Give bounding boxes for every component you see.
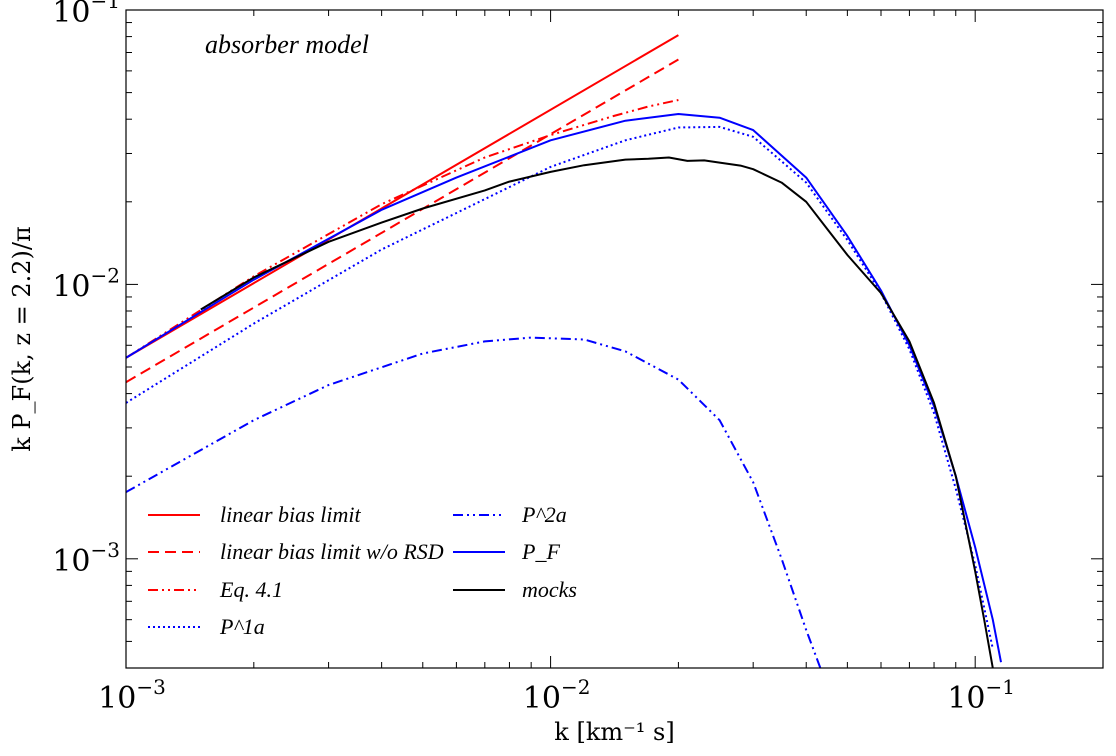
legend-label-6: mocks xyxy=(522,577,577,602)
x-tick-label: 10−1 xyxy=(947,675,1015,716)
plot-frame xyxy=(125,9,1104,669)
x-tick-label: 10−3 xyxy=(98,675,166,716)
series-line-2 xyxy=(126,99,679,359)
series-layer xyxy=(126,34,1002,668)
legend-label-3: P^1a xyxy=(219,614,265,639)
series-line-6 xyxy=(200,156,994,668)
ticks-layer: 10−3 10−2 10−1 10−3 10−2 10−1 xyxy=(52,0,1104,716)
legend-label-5: P_F xyxy=(521,539,560,564)
series-line-1 xyxy=(126,58,679,384)
y-axis-label: k P_F(k, z = 2.2)/π xyxy=(8,226,36,452)
legend-label-2: Eq. 4.1 xyxy=(219,577,283,602)
y-tick-label: 10−3 xyxy=(52,538,120,579)
chart-annotation: absorber model xyxy=(205,30,369,59)
x-tick-label: 10−2 xyxy=(523,675,591,716)
legend: linear bias limit linear bias limit w/o R… xyxy=(148,502,577,639)
legend-label-4: P^2a xyxy=(521,502,567,527)
y-tick-label: 10−2 xyxy=(52,263,120,304)
y-tick-label: 10−1 xyxy=(52,0,120,30)
x-axis-label: k [km⁻¹ s] xyxy=(554,718,674,746)
legend-label-1: linear bias limit w/o RSD xyxy=(220,539,444,564)
legend-label-0: linear bias limit xyxy=(220,502,361,527)
series-line-3 xyxy=(126,125,994,650)
series-line-0 xyxy=(126,34,679,359)
